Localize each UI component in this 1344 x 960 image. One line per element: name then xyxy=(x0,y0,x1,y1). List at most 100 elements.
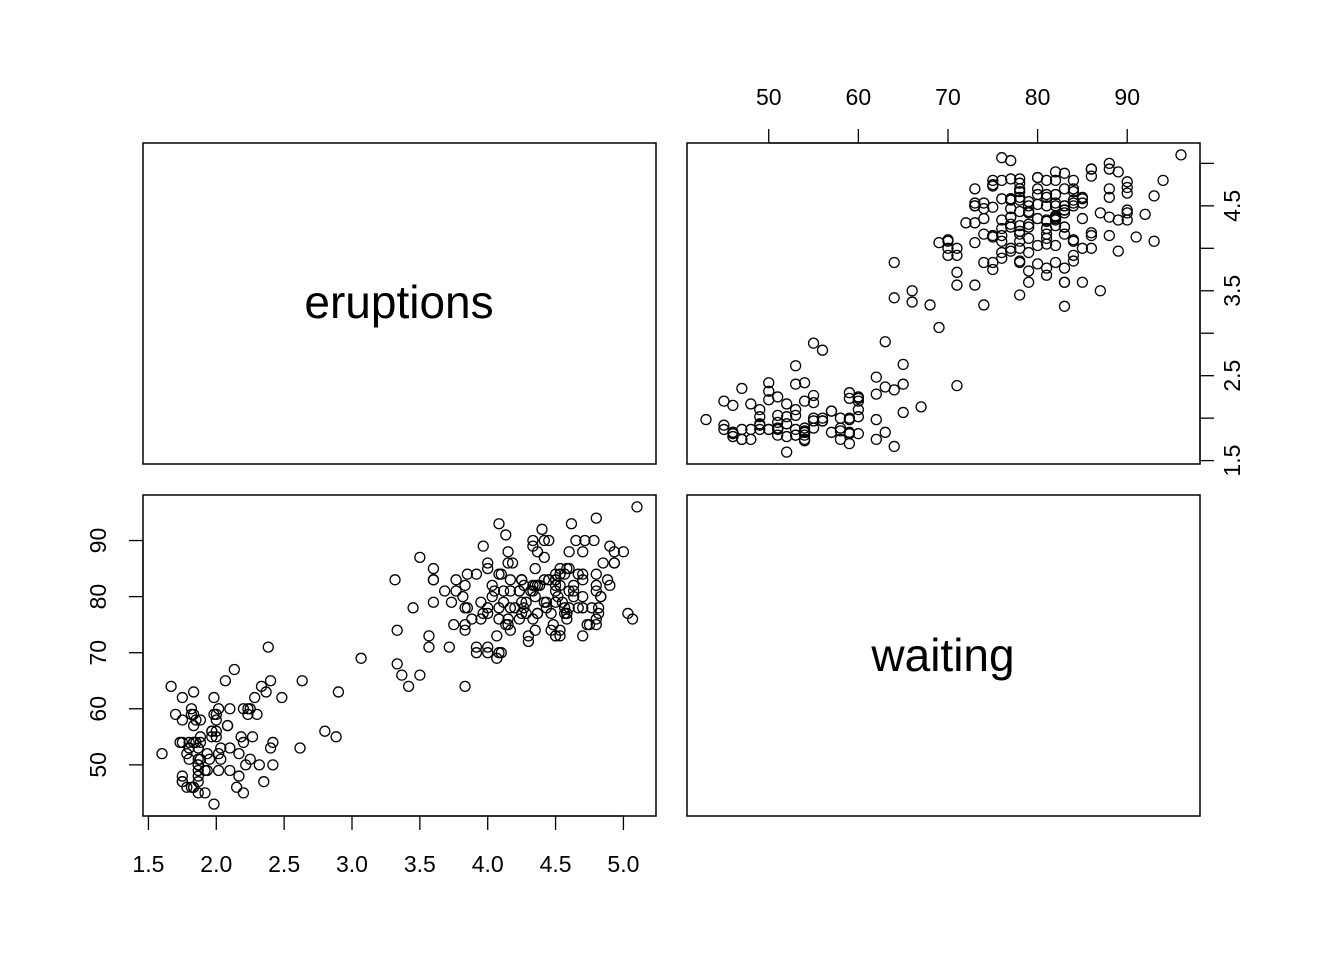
scatter-point xyxy=(745,398,757,410)
scatter-point xyxy=(330,731,342,743)
scatter-point xyxy=(879,336,891,348)
scatter-point xyxy=(493,602,505,614)
scatter-point xyxy=(482,602,494,614)
scatter-point xyxy=(1085,229,1098,242)
scatter-point xyxy=(870,388,882,400)
scatter-point xyxy=(1130,231,1142,243)
scatter-point xyxy=(427,596,440,608)
scatter-point xyxy=(253,759,265,771)
scatter-point xyxy=(215,753,227,765)
scatter-point xyxy=(482,607,494,620)
scatter-point xyxy=(192,742,204,754)
scatter-point xyxy=(590,512,602,524)
scatter-point xyxy=(461,568,474,580)
scatter-point xyxy=(504,574,517,586)
scatter-point xyxy=(727,428,739,440)
scatter-point xyxy=(176,691,189,704)
scatter-point xyxy=(549,568,562,580)
tick-label-bottom-eruptions: 4.5 xyxy=(540,851,572,877)
scatter-point xyxy=(1157,174,1169,187)
tick-label-top-waiting: 80 xyxy=(1025,84,1051,110)
scatter-point xyxy=(515,596,528,608)
scatter-point xyxy=(210,731,222,743)
scatter-point xyxy=(515,574,528,586)
scatter-point xyxy=(763,423,775,436)
scatter-point xyxy=(1040,174,1053,187)
scatter-point xyxy=(470,568,483,580)
scatter-point xyxy=(567,585,580,597)
tick-label-left-waiting: 60 xyxy=(85,696,111,722)
scatter-point xyxy=(1058,207,1071,219)
scatter-point xyxy=(531,607,544,620)
scatter-point xyxy=(789,409,802,421)
scatter-point xyxy=(1022,218,1035,230)
scatter-point xyxy=(504,585,517,597)
scatter-point xyxy=(493,518,505,530)
tick-label-right-eruptions: 2.5 xyxy=(1219,360,1245,392)
scatter-point xyxy=(520,596,532,608)
scatter-point xyxy=(543,574,555,586)
scatter-point xyxy=(212,764,225,777)
scatter-point xyxy=(439,585,451,597)
scatter-point xyxy=(631,501,643,513)
scatter-point xyxy=(165,680,177,692)
scatter-point xyxy=(852,391,865,403)
scatter-point xyxy=(1014,256,1026,269)
scatter-point xyxy=(843,413,856,426)
scatter-point xyxy=(201,764,213,777)
scatter-point xyxy=(547,619,559,631)
scatter-point xyxy=(933,236,945,249)
scatter-point xyxy=(477,540,489,552)
tick-label-top-waiting: 60 xyxy=(846,84,872,110)
scatter-point xyxy=(210,714,222,726)
panel-bottom-left xyxy=(142,494,657,817)
scatter-point xyxy=(1085,227,1098,239)
scatter-point xyxy=(996,235,1008,247)
scatter-point xyxy=(1058,228,1071,240)
scatter-point xyxy=(459,602,471,614)
scatter-point xyxy=(789,360,802,372)
scatter-point xyxy=(183,753,195,765)
tick-label-top-waiting: 50 xyxy=(756,84,782,110)
scatter-point xyxy=(212,747,225,760)
scatter-point xyxy=(185,781,198,793)
scatter-point xyxy=(1014,242,1026,254)
scatter-point xyxy=(590,585,602,597)
scatter-point xyxy=(475,613,487,625)
scatter-point xyxy=(459,680,471,692)
scatter-point xyxy=(1014,235,1026,247)
scatter-point xyxy=(969,279,981,291)
scatter-point xyxy=(807,337,820,349)
scatter-point xyxy=(554,568,566,580)
scatter-point xyxy=(563,546,575,558)
scatter-point xyxy=(450,574,462,586)
tick-label-left-waiting: 90 xyxy=(85,528,111,554)
scatter-point xyxy=(561,613,573,625)
tick-label-bottom-eruptions: 4.0 xyxy=(472,851,504,877)
scatter-point xyxy=(897,358,909,371)
scatter-point xyxy=(933,321,945,334)
scatter-point xyxy=(450,585,462,597)
scatter-point xyxy=(942,249,954,262)
scatter-point xyxy=(332,686,345,698)
scatter-point xyxy=(996,193,1008,205)
scatter-point xyxy=(488,585,501,597)
panel-bottom-right xyxy=(686,494,1201,817)
scatter-point xyxy=(978,299,990,311)
scatter-point xyxy=(996,252,1008,264)
scatter-point xyxy=(781,418,793,430)
scatter-point xyxy=(1175,149,1187,161)
scatter-point xyxy=(825,405,838,417)
scatter-point xyxy=(176,714,189,726)
scatter-point xyxy=(493,568,505,580)
scatter-point xyxy=(1094,207,1106,219)
scatter-point xyxy=(502,546,514,558)
tick-label-bottom-eruptions: 5.0 xyxy=(607,851,639,877)
scatter-point xyxy=(924,299,936,311)
scatter-point xyxy=(448,619,460,631)
scatter-point xyxy=(834,412,847,424)
scatter-point xyxy=(427,574,440,586)
scatter-point xyxy=(482,641,494,653)
scatter-point xyxy=(538,574,550,586)
axes-layer: 1.5 2.0 2.5 3.0 3.5 4.0 4.5 5.0 50 60 70 80 90 50 60 70… xyxy=(85,84,1245,877)
